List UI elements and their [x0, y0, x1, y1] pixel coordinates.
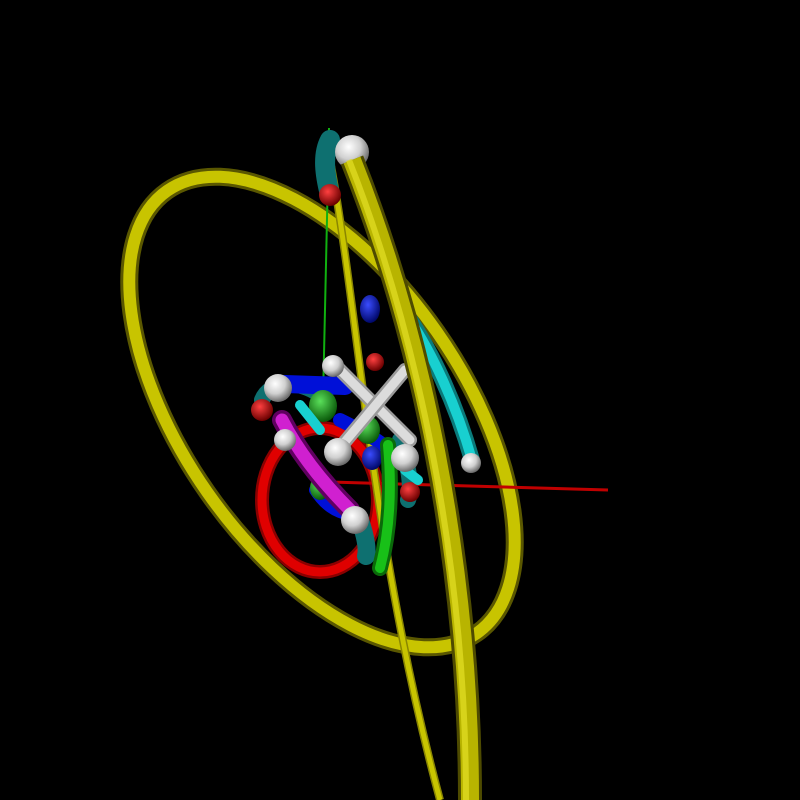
- yellow-ring-large: [120, 167, 524, 657]
- molecular-bundle: [251, 130, 423, 576]
- yellow-arc-vertical: [340, 155, 482, 800]
